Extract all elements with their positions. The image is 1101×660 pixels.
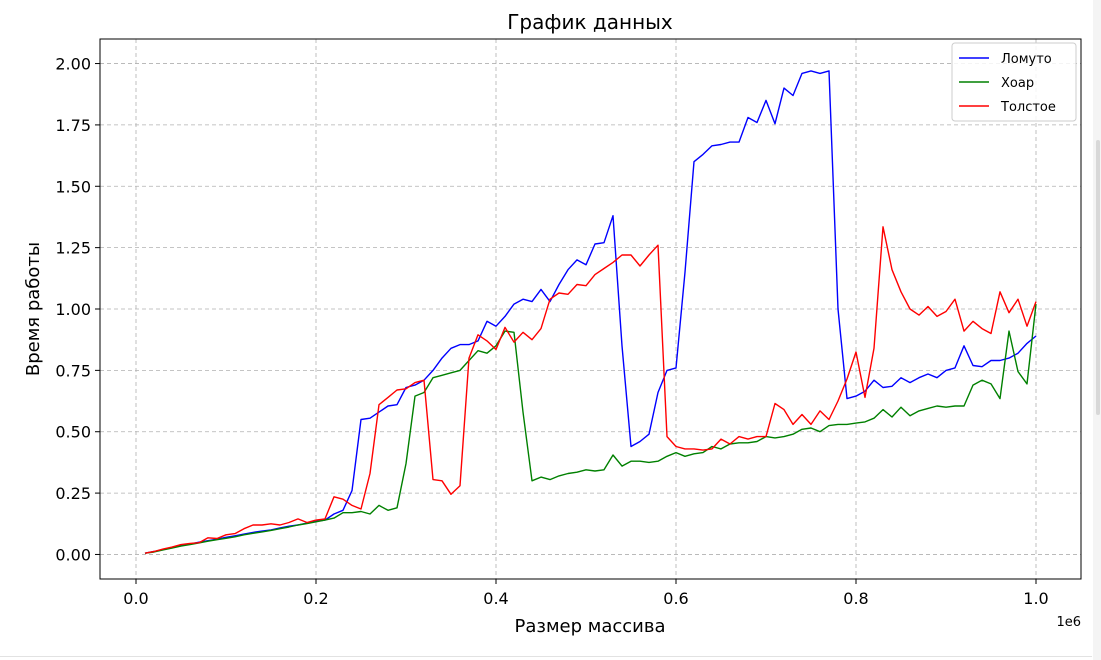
legend: Ломуто Хоар Толстое bbox=[951, 42, 1077, 122]
y-tick-label: 1.00 bbox=[55, 300, 91, 319]
series-line-1 bbox=[144, 304, 1037, 554]
series-line-0 bbox=[144, 70, 1037, 554]
legend-box bbox=[951, 42, 1077, 122]
y-tick-label: 1.75 bbox=[55, 116, 91, 135]
y-tick-label: 0.00 bbox=[55, 545, 91, 564]
y-tick-label: 0.50 bbox=[55, 423, 91, 442]
y-tick-label: 0.25 bbox=[55, 484, 91, 503]
series-line-2 bbox=[144, 226, 1037, 554]
legend-label-tolstoe: Толстое bbox=[1000, 100, 1056, 115]
x-tick-label: 0.8 bbox=[843, 589, 868, 608]
y-tick-label: 1.25 bbox=[55, 239, 91, 258]
series-lines bbox=[144, 70, 1037, 554]
legend-label-lomuto: Ломуто bbox=[1001, 52, 1052, 67]
x-tick-label: 0.2 bbox=[303, 589, 328, 608]
x-tick-label: 0.4 bbox=[483, 589, 508, 608]
x-offset-label: 1e6 bbox=[1056, 615, 1081, 630]
chart-title: График данных bbox=[507, 10, 673, 34]
axis-ticks: 0.0 0.2 0.4 0.6 0.8 1.0 0.00 0.25 0.50 0.75 1.00 1.… bbox=[55, 55, 1048, 608]
y-axis-label: Время работы bbox=[23, 242, 44, 376]
scrollbar-thumb[interactable] bbox=[1096, 140, 1100, 415]
y-tick-label: 2.00 bbox=[55, 55, 91, 74]
x-tick-label: 0.6 bbox=[663, 589, 688, 608]
y-tick-label: 1.50 bbox=[55, 177, 91, 196]
x-tick-label: 1.0 bbox=[1023, 589, 1048, 608]
x-axis-label: Размер массива bbox=[515, 616, 666, 637]
x-tick-label: 0.0 bbox=[123, 589, 148, 608]
grid bbox=[100, 39, 1081, 579]
legend-label-hoare: Хоар bbox=[1001, 76, 1034, 91]
y-tick-label: 0.75 bbox=[55, 361, 91, 380]
